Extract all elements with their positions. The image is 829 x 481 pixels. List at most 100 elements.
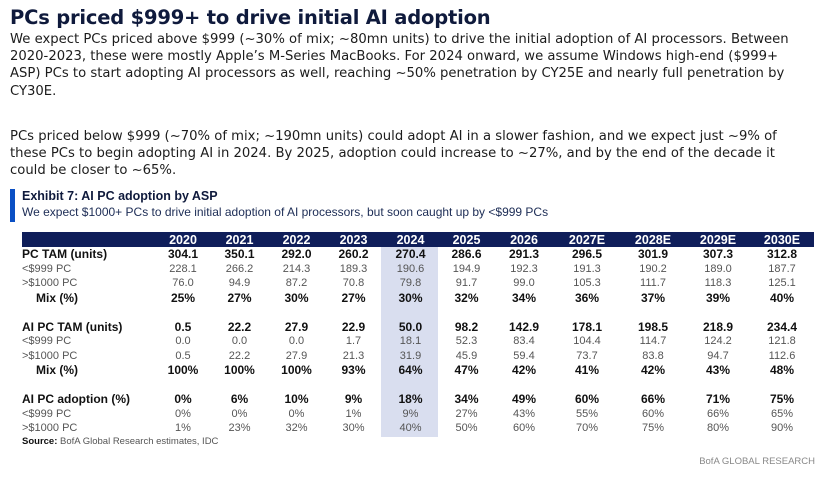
cell-2026: 142.9 <box>508 319 540 334</box>
cell-2024: 190.6 <box>396 262 425 275</box>
table-row: >$1000 PC 1% 23% 32% 30% 40% 50% 60% 70% 75% 80% 90… <box>22 421 814 436</box>
ai-pc-adoption-table: 2020 2021 2022 2023 2024 2025 2026 2027E 2028E 20… <box>22 232 814 436</box>
cell-2022: 87.2 <box>285 277 308 290</box>
cell-2021: 27% <box>227 290 252 305</box>
cell-2024: 30% <box>398 290 423 305</box>
cell-2021: 350.1 <box>224 247 255 262</box>
cell-2022: 0% <box>288 407 305 420</box>
table-header-row: 2020 2021 2022 2023 2024 2025 2026 2027E 2028E 20… <box>22 232 814 247</box>
cell-2020: 0.5 <box>174 319 192 334</box>
cell-2022: 214.3 <box>282 262 311 275</box>
cell-2026: 83.4 <box>513 335 535 348</box>
cell-2027E: 55% <box>575 407 599 420</box>
cell-2028E: 66% <box>640 392 666 407</box>
cell-2020: 25% <box>170 290 196 305</box>
cell-2021: 100% <box>224 363 255 378</box>
cell-2026: 49% <box>511 392 537 407</box>
cell-2030E: 121.8 <box>768 335 796 348</box>
column-header-2021: 2021 <box>211 232 268 247</box>
cell-2020: 304.1 <box>167 247 199 262</box>
cell-2023: 93% <box>341 363 366 378</box>
cell-2030E: 75% <box>769 392 795 407</box>
cell-2028E: 60% <box>641 407 665 420</box>
cell-2030E: 40% <box>769 290 795 305</box>
source-label: Source: <box>22 436 58 447</box>
table-row: >$1000 PC 0.5 22.2 27.9 21.3 31.9 45.9 59.4 73.7… <box>22 349 814 364</box>
cell-2026: 43% <box>512 407 536 420</box>
source-text: BofA Global Research estimates, IDC <box>57 436 219 447</box>
table-row: AI PC TAM (units) 0.5 22.2 27.9 22.9 50.0 98.2… <box>22 320 814 335</box>
row-label: <$999 PC <box>22 407 72 420</box>
cell-2023: 22.9 <box>341 319 366 334</box>
column-header-2028E: 2028E <box>620 232 686 247</box>
cell-2024: 9% <box>402 407 419 420</box>
cell-2021: 0.0 <box>231 335 248 348</box>
cell-2027E: 60% <box>574 392 600 407</box>
cell-2023: 9% <box>344 392 363 407</box>
cell-2029E: 66% <box>706 407 730 420</box>
cell-2029E: 39% <box>705 290 731 305</box>
cell-2025: 45.9 <box>455 349 478 362</box>
cell-2029E: 43% <box>705 363 731 378</box>
cell-2029E: 80% <box>706 422 730 435</box>
row-label: <$999 PC <box>22 262 72 275</box>
exhibit-header: Exhibit 7: AI PC adoption by ASP We expe… <box>10 189 548 222</box>
header-blank <box>22 232 155 247</box>
cell-2025: 27% <box>455 407 478 420</box>
column-header-2027E: 2027E <box>554 232 620 247</box>
cell-2022: 100% <box>281 363 312 378</box>
cell-2027E: 105.3 <box>573 277 601 290</box>
cell-2028E: 83.8 <box>642 349 664 362</box>
cell-2028E: 198.5 <box>637 319 669 334</box>
column-header-2024: 2024 <box>382 232 439 247</box>
column-header-2026: 2026 <box>494 232 554 247</box>
cell-2022: 292.0 <box>281 247 312 262</box>
cell-2025: 50% <box>455 422 478 435</box>
cell-2030E: 112.6 <box>768 349 796 362</box>
cell-2021: 0% <box>231 407 248 420</box>
cell-2028E: 111.7 <box>640 277 666 290</box>
cell-2024: 270.4 <box>395 247 426 262</box>
cell-2022: 30% <box>284 290 309 305</box>
cell-2023: 260.2 <box>338 247 369 262</box>
cell-2030E: 312.8 <box>766 247 798 262</box>
cell-2023: 1.7 <box>345 335 362 348</box>
cell-2020: 76.0 <box>172 277 194 290</box>
cell-2022: 32% <box>285 422 308 435</box>
cell-2021: 266.2 <box>225 262 254 275</box>
table-row: AI PC adoption (%) 0% 6% 10% 9% 18% 34% 49% 60% 6… <box>22 392 814 407</box>
cell-2020: 0% <box>175 407 191 420</box>
cell-2028E: 114.7 <box>639 335 667 348</box>
cell-2024: 18% <box>398 392 423 407</box>
row-label: AI PC TAM (units) <box>22 319 123 334</box>
cell-2021: 6% <box>230 392 249 407</box>
cell-2024: 64% <box>398 363 423 378</box>
table-row: <$999 PC 228.1 266.2 214.3 189.3 190.6 194.9 19… <box>22 262 814 277</box>
cell-2028E: 301.9 <box>637 247 669 262</box>
cell-2027E: 70% <box>575 422 599 435</box>
cell-2028E: 42% <box>640 363 666 378</box>
table-row: Mix (%) 25% 27% 30% 27% 30% 32% 34% 36% 37% 39% 40% <box>22 291 814 306</box>
cell-2027E: 296.5 <box>571 247 603 262</box>
cell-2030E: 48% <box>769 363 795 378</box>
cell-2023: 1% <box>345 407 362 420</box>
column-header-2020: 2020 <box>155 232 211 247</box>
column-header-2025: 2025 <box>439 232 494 247</box>
cell-2024: 18.1 <box>399 335 422 348</box>
cell-2029E: 218.9 <box>702 319 734 334</box>
cell-2022: 27.9 <box>284 319 309 334</box>
cell-2025: 52.3 <box>455 335 478 348</box>
cell-2025: 98.2 <box>454 319 479 334</box>
cell-2029E: 189.0 <box>704 262 732 275</box>
cell-2023: 30% <box>342 422 365 435</box>
cell-2025: 286.6 <box>451 247 482 262</box>
cell-2029E: 118.3 <box>704 277 732 290</box>
row-label: >$1000 PC <box>22 277 78 290</box>
column-header-2022: 2022 <box>268 232 325 247</box>
cell-2022: 10% <box>284 392 309 407</box>
cell-2021: 22.2 <box>227 319 252 334</box>
cell-2029E: 307.3 <box>702 247 734 262</box>
row-label: PC TAM (units) <box>22 247 108 262</box>
paragraph-1: We expect PCs priced above $999 (~30% of… <box>10 32 789 99</box>
row-label: Mix (%) <box>36 363 78 378</box>
